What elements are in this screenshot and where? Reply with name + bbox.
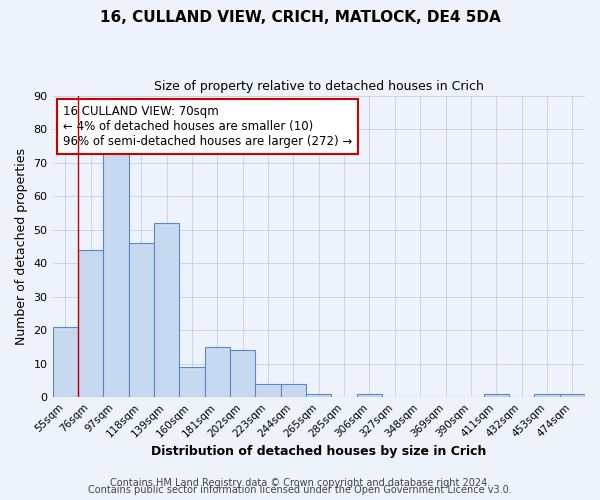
- Text: 16, CULLAND VIEW, CRICH, MATLOCK, DE4 5DA: 16, CULLAND VIEW, CRICH, MATLOCK, DE4 5D…: [100, 10, 500, 25]
- Bar: [281, 384, 306, 397]
- X-axis label: Distribution of detached houses by size in Crich: Distribution of detached houses by size …: [151, 444, 487, 458]
- Bar: [205, 347, 230, 397]
- Bar: [256, 384, 281, 397]
- Text: Contains public sector information licensed under the Open Government Licence v3: Contains public sector information licen…: [88, 485, 512, 495]
- Text: 16 CULLAND VIEW: 70sqm
← 4% of detached houses are smaller (10)
96% of semi-deta: 16 CULLAND VIEW: 70sqm ← 4% of detached …: [63, 104, 352, 148]
- Bar: [484, 394, 509, 397]
- Bar: [179, 367, 205, 397]
- Title: Size of property relative to detached houses in Crich: Size of property relative to detached ho…: [154, 80, 484, 93]
- Bar: [357, 394, 382, 397]
- Bar: [78, 250, 103, 397]
- Text: Contains HM Land Registry data © Crown copyright and database right 2024.: Contains HM Land Registry data © Crown c…: [110, 478, 490, 488]
- Bar: [103, 149, 128, 397]
- Bar: [534, 394, 560, 397]
- Bar: [230, 350, 256, 397]
- Bar: [154, 223, 179, 397]
- Y-axis label: Number of detached properties: Number of detached properties: [15, 148, 28, 345]
- Bar: [560, 394, 585, 397]
- Bar: [306, 394, 331, 397]
- Bar: [53, 327, 78, 397]
- Bar: [128, 243, 154, 397]
